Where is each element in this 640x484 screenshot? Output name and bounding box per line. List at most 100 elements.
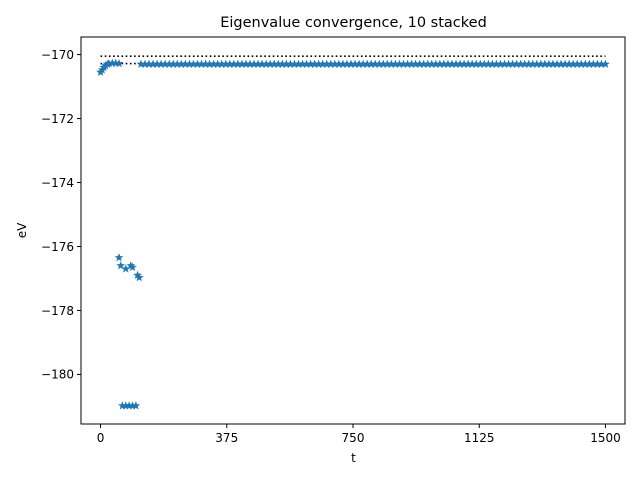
data-point [314, 59, 324, 68]
data-point [366, 59, 376, 68]
data-point [548, 59, 558, 68]
data-point [354, 59, 364, 68]
data-point [427, 59, 437, 68]
data-point [532, 59, 542, 68]
data-point [346, 59, 356, 68]
data-point [131, 401, 141, 410]
data-point [479, 59, 489, 68]
data-point [439, 59, 449, 68]
data-point [121, 401, 131, 410]
data-point [455, 59, 465, 68]
data-point [253, 59, 263, 68]
data-point [411, 59, 420, 68]
data-point [152, 59, 162, 68]
data-point [118, 401, 127, 410]
x-tick-label: 1500 [590, 431, 621, 445]
data-point [500, 59, 509, 68]
data-point [584, 59, 594, 68]
data-point [423, 59, 433, 68]
data-point [217, 59, 227, 68]
data-point [261, 59, 271, 68]
data-point [273, 59, 283, 68]
data-point [467, 59, 477, 68]
data-point [124, 401, 134, 410]
data-point [463, 59, 473, 68]
data-point [126, 261, 136, 270]
data-point [492, 59, 501, 68]
data-point [136, 59, 146, 68]
data-point [483, 59, 493, 68]
data-point [560, 59, 570, 68]
data-point [134, 272, 144, 282]
data-point [520, 59, 530, 68]
y-tick-label: −174 [41, 176, 74, 190]
y-tick-label: −180 [41, 368, 74, 382]
data-point [156, 59, 166, 68]
data-point [387, 59, 396, 68]
data-point [568, 59, 578, 68]
data-point [475, 59, 485, 68]
data-point [451, 59, 461, 68]
data-point [140, 59, 150, 68]
x-tick-label: 0 [97, 431, 105, 445]
data-point [277, 59, 287, 68]
x-tick-label: 375 [215, 431, 238, 445]
data-point [310, 59, 319, 68]
data-point [205, 59, 214, 68]
data-point [435, 59, 445, 68]
data-point [104, 58, 114, 68]
data-point [382, 59, 392, 68]
data-point [302, 59, 311, 68]
data-point [249, 59, 259, 68]
data-point [447, 59, 457, 68]
data-point [395, 59, 404, 68]
data-point [160, 59, 170, 68]
data-point [121, 264, 131, 273]
data-point [415, 59, 425, 68]
data-point [407, 59, 416, 68]
data-point [601, 59, 610, 68]
plot-area [96, 55, 610, 410]
data-point [133, 270, 142, 279]
data-point [286, 59, 295, 68]
data-point [496, 59, 505, 68]
data-point [540, 59, 550, 68]
data-point [245, 59, 255, 68]
data-point [528, 59, 538, 68]
data-point [209, 59, 219, 68]
data-point [544, 59, 554, 68]
y-tick-label: −178 [41, 304, 74, 318]
x-tick-label: 750 [342, 431, 365, 445]
data-point [431, 59, 441, 68]
data-point [403, 59, 412, 68]
data-point [471, 59, 481, 68]
y-tick-label: −176 [41, 240, 74, 254]
data-point [330, 59, 340, 68]
data-point [189, 59, 198, 68]
data-point [290, 59, 299, 68]
data-point [419, 59, 429, 68]
data-point [201, 59, 210, 68]
y-tick-label: −172 [41, 112, 74, 126]
data-point [237, 59, 247, 68]
data-point [257, 59, 267, 68]
data-point [269, 59, 279, 68]
data-point [180, 59, 190, 68]
data-point [512, 59, 521, 68]
data-point [536, 59, 546, 68]
data-point [572, 59, 582, 68]
data-point [116, 261, 126, 270]
data-point [443, 59, 453, 68]
data-point [128, 401, 137, 410]
data-point [185, 59, 194, 68]
data-point [144, 59, 154, 68]
data-point [229, 59, 239, 68]
x-axis: 0 375 750 1125 1500 [97, 424, 621, 445]
data-point [326, 59, 336, 68]
data-point [197, 59, 206, 68]
data-point [233, 59, 243, 68]
data-point [508, 59, 517, 68]
data-point [306, 59, 315, 68]
data-point [318, 59, 328, 68]
